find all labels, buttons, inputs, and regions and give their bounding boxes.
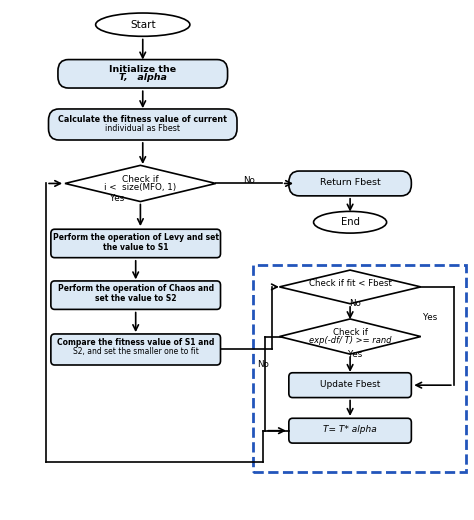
Text: No: No [257, 360, 269, 369]
FancyBboxPatch shape [51, 334, 220, 365]
Text: Yes: Yes [423, 314, 438, 322]
Text: Perform the operation of Chaos and: Perform the operation of Chaos and [58, 284, 214, 293]
Text: Check if fit < Fbest: Check if fit < Fbest [309, 279, 392, 288]
Text: Start: Start [130, 20, 155, 30]
Text: set the value to S2: set the value to S2 [95, 294, 176, 303]
FancyBboxPatch shape [289, 418, 411, 443]
Text: Check if: Check if [122, 175, 159, 184]
Text: i <  size(MFO, 1): i < size(MFO, 1) [104, 183, 176, 191]
Text: Check if: Check if [333, 328, 367, 337]
Text: Initialize the: Initialize the [109, 65, 176, 74]
FancyBboxPatch shape [51, 281, 220, 309]
Text: T= T* alpha: T= T* alpha [323, 425, 377, 434]
Text: No: No [243, 176, 255, 185]
FancyBboxPatch shape [48, 109, 237, 140]
Text: the value to S1: the value to S1 [103, 242, 168, 252]
FancyBboxPatch shape [289, 373, 411, 398]
Text: Update Fbest: Update Fbest [320, 380, 380, 388]
Text: Perform the operation of Levy and set: Perform the operation of Levy and set [53, 233, 219, 242]
Polygon shape [65, 165, 216, 202]
FancyBboxPatch shape [51, 229, 220, 258]
Text: S2, and set the smaller one to fit: S2, and set the smaller one to fit [73, 347, 199, 356]
Ellipse shape [314, 212, 387, 233]
Polygon shape [279, 319, 421, 354]
Text: End: End [341, 217, 360, 227]
FancyBboxPatch shape [289, 171, 411, 196]
Text: exp(-df/ T) >= rand: exp(-df/ T) >= rand [309, 336, 392, 345]
Text: Yes: Yes [109, 194, 124, 203]
Text: No: No [349, 299, 361, 308]
Text: Compare the fitness value of S1 and: Compare the fitness value of S1 and [57, 338, 214, 347]
Text: T,   alpha: T, alpha [119, 73, 167, 83]
FancyBboxPatch shape [58, 60, 228, 88]
Polygon shape [279, 270, 421, 304]
Ellipse shape [96, 13, 190, 36]
Text: Return Fbest: Return Fbest [320, 178, 381, 187]
Text: Yes: Yes [348, 349, 362, 359]
Text: individual as Fbest: individual as Fbest [105, 124, 180, 133]
Text: Calculate the fitness value of current: Calculate the fitness value of current [58, 115, 227, 124]
